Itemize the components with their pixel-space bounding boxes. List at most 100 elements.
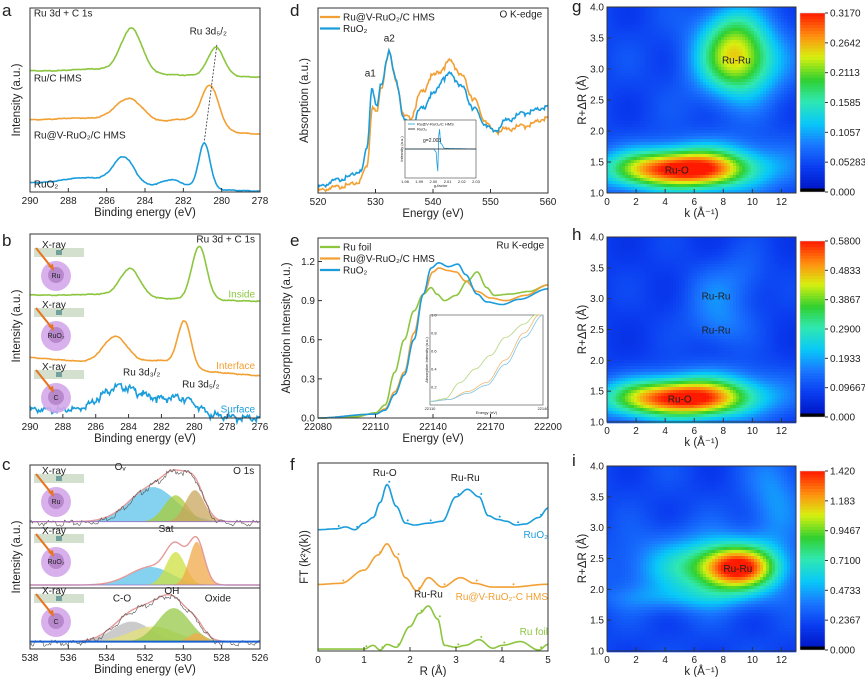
heatmap-cell	[715, 166, 719, 170]
heatmap-cell	[652, 16, 656, 20]
heatmap-cell	[640, 145, 644, 149]
heatmap-cell	[646, 7, 650, 11]
heatmap-cell	[748, 181, 752, 185]
heatmap-cell	[613, 91, 617, 95]
heatmap-cell	[736, 70, 740, 74]
heatmap-cell	[793, 139, 797, 143]
heatmap-cell	[628, 357, 632, 361]
heatmap-cell	[691, 175, 695, 179]
heatmap-cell	[610, 384, 614, 388]
heatmap-cell	[685, 13, 689, 17]
heatmap-cell	[739, 79, 743, 83]
heatmap-cell	[607, 103, 611, 107]
heatmap-cell	[697, 163, 701, 167]
heatmap-cell	[613, 276, 617, 280]
heatmap-cell	[697, 7, 701, 11]
heatmap-cell	[670, 55, 674, 59]
heatmap-cell	[610, 267, 614, 271]
heatmap-cell	[619, 297, 623, 301]
heatmap-cell	[673, 49, 677, 53]
heatmap-cell	[742, 187, 746, 191]
heatmap-cell	[766, 34, 770, 38]
heatmap-cell	[631, 417, 635, 421]
colorbar-segment	[800, 103, 825, 107]
heatmap-cell	[736, 154, 740, 158]
inset-y-tick-label: 0.6	[431, 349, 437, 354]
heatmap-cell	[622, 348, 626, 352]
bond-label: Ru-O	[665, 165, 689, 176]
heatmap-cell	[715, 121, 719, 125]
heatmap-cell	[628, 175, 632, 179]
heatmap-cell	[706, 136, 710, 140]
heatmap-cell	[772, 73, 776, 77]
heatmap-cell	[655, 19, 659, 23]
heatmap-cell	[613, 321, 617, 325]
heatmap-cell	[619, 64, 623, 68]
heatmap-cell	[772, 97, 776, 101]
heatmap-cell	[760, 124, 764, 128]
heatmap-cell	[610, 70, 614, 74]
heatmap-cell	[727, 55, 731, 59]
heatmap-cell	[709, 142, 713, 146]
heatmap-cell	[754, 91, 758, 95]
heatmap-cell	[682, 16, 686, 20]
heatmap-cell	[613, 154, 617, 158]
heatmap-cell	[625, 163, 629, 167]
heatmap-cell	[643, 124, 647, 128]
heatmap-cell	[703, 136, 707, 140]
heatmap-cell	[649, 106, 653, 110]
heatmap-cell	[628, 28, 632, 32]
heatmap-cell	[694, 94, 698, 98]
heatmap-cell	[688, 52, 692, 56]
heatmap-cell	[685, 97, 689, 101]
heatmap-cell	[778, 181, 782, 185]
heatmap-cell	[676, 34, 680, 38]
heatmap-cell	[694, 40, 698, 44]
heatmap-cell	[724, 10, 728, 14]
heatmap-cell	[775, 64, 779, 68]
heatmap-cell	[637, 88, 641, 92]
heatmap-cell	[631, 175, 635, 179]
heatmap-cell	[664, 40, 668, 44]
heatmap-cell	[643, 181, 647, 185]
heatmap-cell	[781, 187, 785, 191]
heatmap-cell	[649, 55, 653, 59]
heatmap-cell	[697, 58, 701, 62]
heatmap-cell	[790, 136, 794, 140]
heatmap-cell	[667, 142, 671, 146]
heatmap-cell	[703, 151, 707, 155]
heatmap-cell	[664, 64, 668, 68]
heatmap-cell	[622, 342, 626, 346]
heatmap-cell	[640, 133, 644, 137]
heatmap-cell	[742, 55, 746, 59]
heatmap-cell	[688, 97, 692, 101]
heatmap-cell	[634, 73, 638, 77]
heatmap-cell	[613, 70, 617, 74]
heatmap-cell	[682, 82, 686, 86]
heatmap-cell	[736, 166, 740, 170]
colorbar-tick-label: 0.1585	[830, 98, 861, 109]
heatmap-cell	[727, 76, 731, 80]
colorbar-segment	[800, 62, 825, 66]
x-tick-label: 288	[55, 422, 72, 433]
heatmap-cell	[772, 133, 776, 137]
heatmap-cell	[634, 393, 638, 397]
heatmap-cell	[775, 100, 779, 104]
heatmap-cell	[793, 175, 797, 179]
heatmap-cell	[694, 181, 698, 185]
particle-core-icon	[48, 267, 64, 283]
heatmap-cell	[649, 25, 653, 29]
heatmap-cell	[685, 133, 689, 137]
heatmap-cell	[622, 37, 626, 41]
series-line	[29, 320, 260, 377]
heatmap-cell	[634, 315, 638, 319]
heatmap-cell	[700, 55, 704, 59]
heatmap-cell	[667, 130, 671, 134]
heatmap-cell	[787, 85, 791, 89]
heatmap-cell	[673, 67, 677, 71]
heatmap-cell	[658, 178, 662, 182]
heatmap-cell	[766, 22, 770, 26]
heatmap-cell	[685, 88, 689, 92]
heatmap-cell	[616, 154, 620, 158]
heatmap-cell	[637, 73, 641, 77]
